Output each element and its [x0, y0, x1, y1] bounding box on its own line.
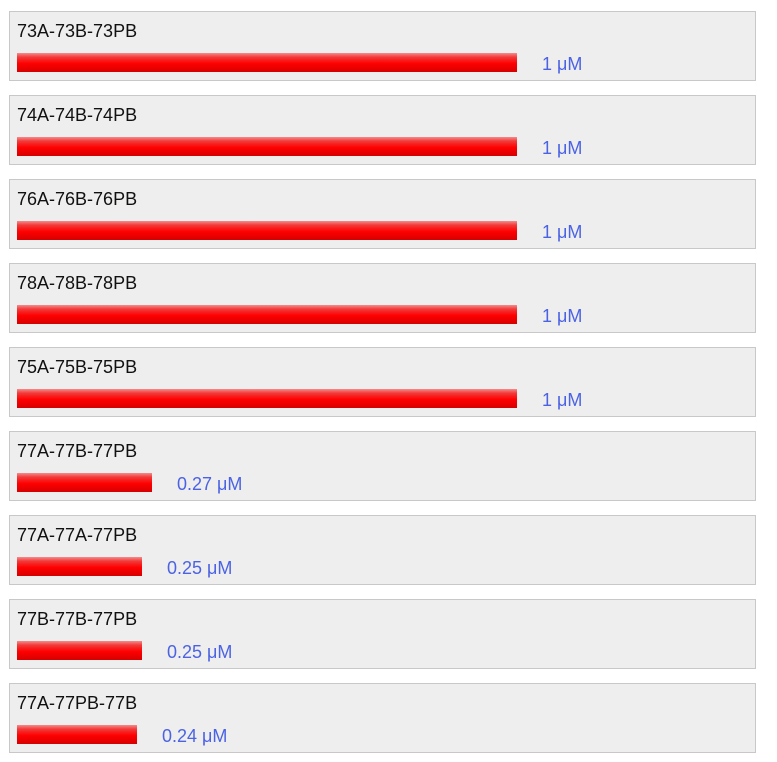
value-label: 0.27 μM — [177, 474, 243, 494]
chart-row: 78A-78B-78PB 1 μM — [9, 263, 756, 333]
category-label: 77A-77PB-77B — [17, 693, 138, 713]
value-label: 0.25 μM — [167, 558, 233, 578]
chart-row: 77A-77PB-77B 0.24 μM — [9, 683, 756, 753]
value-label: 0.25 μM — [167, 642, 233, 662]
chart-row: 76A-76B-76PB 1 μM — [9, 179, 756, 249]
data-bar — [17, 305, 517, 324]
category-label: 75A-75B-75PB — [17, 357, 138, 377]
value-label: 1 μM — [542, 222, 583, 242]
data-bar — [17, 389, 517, 408]
category-label: 78A-78B-78PB — [17, 273, 138, 293]
data-bar — [17, 53, 517, 72]
category-label: 73A-73B-73PB — [17, 21, 138, 41]
value-label: 1 μM — [542, 54, 583, 74]
data-bar — [17, 641, 142, 660]
value-label: 0.24 μM — [162, 726, 228, 746]
data-bar — [17, 137, 517, 156]
category-label: 77B-77B-77PB — [17, 609, 138, 629]
category-label: 76A-76B-76PB — [17, 189, 138, 209]
category-label: 74A-74B-74PB — [17, 105, 138, 125]
chart-row: 77A-77B-77PB 0.27 μM — [9, 431, 756, 501]
value-label: 1 μM — [542, 306, 583, 326]
category-label: 77A-77B-77PB — [17, 441, 138, 461]
data-bar — [17, 557, 142, 576]
chart-row: 73A-73B-73PB 1 μM — [9, 11, 756, 81]
category-label: 77A-77A-77PB — [17, 525, 138, 545]
value-label: 1 μM — [542, 390, 583, 410]
data-bar — [17, 473, 152, 492]
chart-row: 75A-75B-75PB 1 μM — [9, 347, 756, 417]
chart-row: 74A-74B-74PB 1 μM — [9, 95, 756, 165]
value-label: 1 μM — [542, 138, 583, 158]
chart-row: 77A-77A-77PB 0.25 μM — [9, 515, 756, 585]
data-bar — [17, 725, 137, 744]
chart-row: 77B-77B-77PB 0.25 μM — [9, 599, 756, 669]
data-bar — [17, 221, 517, 240]
